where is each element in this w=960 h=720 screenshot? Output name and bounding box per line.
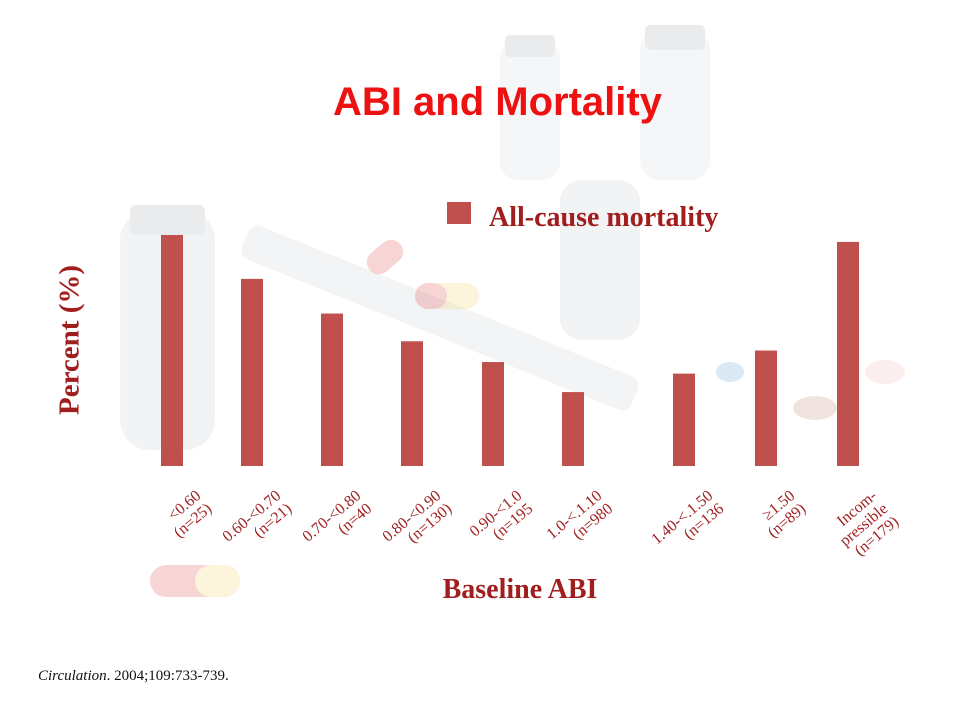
bar: [321, 313, 343, 466]
citation-journal: Circulation: [38, 668, 107, 684]
x-tick-label: 0.60-<0.70(n=21): [219, 487, 295, 545]
bar: [837, 241, 859, 466]
pill-shape: [195, 565, 240, 597]
vial-shape: [130, 205, 205, 235]
vial-shape: [645, 25, 705, 50]
slide-title: ABI and Mortality: [333, 80, 662, 124]
legend-label: All-cause mortality: [489, 202, 719, 233]
citation: Circulation. 2004;109:733-739.: [38, 668, 229, 685]
bar: [161, 235, 183, 466]
bar: [755, 350, 777, 466]
vial-shape: [560, 180, 640, 340]
vial-shape: [505, 35, 555, 57]
pill-shape: [415, 283, 479, 309]
citation-details: . 2004;109:733-739.: [106, 668, 229, 684]
bar: [401, 341, 423, 466]
y-axis-label: Percent (%): [53, 264, 86, 416]
x-tick-label: 0.80-<0.90(n=130): [379, 487, 455, 546]
pill-shape: [366, 239, 404, 275]
bar: [241, 278, 263, 466]
x-tick-label: ≥1.50(n=89): [759, 487, 809, 541]
vial-shape: [640, 30, 710, 180]
pill-shape: [150, 565, 240, 597]
pill-shape: [415, 283, 447, 309]
x-tick-label: 0.90-<1.0(n=195: [467, 487, 537, 543]
x-axis-label: Baseline ABI: [442, 574, 598, 605]
bar: [482, 362, 504, 466]
tablet-shape: [865, 360, 905, 384]
syringe-shape: [241, 225, 639, 411]
x-tick-label: 0.70-<0.80(n=40: [299, 487, 375, 545]
bar: [673, 373, 695, 466]
vial-shape: [500, 40, 560, 180]
tablet-shape: [716, 362, 744, 382]
tablet-shape: [793, 396, 837, 420]
x-tick-label: 1.40-<.1.50(n=136: [648, 487, 727, 548]
bar: [562, 392, 584, 466]
legend-swatch: [447, 202, 471, 224]
x-tick-label: 1.0-<.1.10(n=980: [544, 487, 617, 543]
x-tick-label: <0.60(n=25): [165, 487, 215, 541]
x-tick-label: Incom-pressible(n=179): [834, 487, 902, 559]
